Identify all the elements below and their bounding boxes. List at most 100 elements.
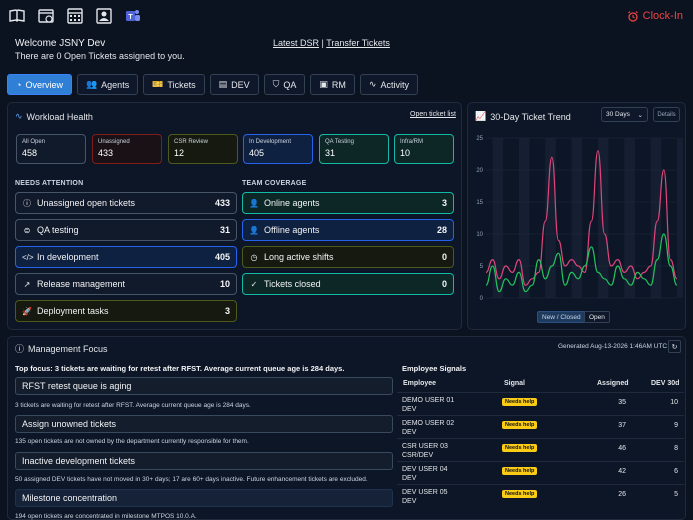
row-label: Offline agents: [264, 225, 320, 235]
kpi-infra-rm[interactable]: Infra/RM 10: [394, 134, 454, 164]
toggle-new-closed[interactable]: New / Closed: [537, 311, 586, 323]
y-tick-label: 10: [476, 232, 483, 238]
trend-chart: 0 5 10 15 20 25: [476, 136, 683, 302]
table-row[interactable]: DEV USER 04 DEV Needs help 42 6: [397, 461, 684, 484]
range-select[interactable]: 30 Days ⌄: [601, 107, 648, 122]
contact-card-icon[interactable]: [95, 7, 113, 25]
attention-in-development[interactable]: </> In development 405: [15, 246, 237, 268]
row-value: 0: [441, 252, 447, 262]
assigned-count: 42: [618, 468, 626, 475]
focus-desc: 194 open tickets are concentrated in mil…: [15, 513, 197, 520]
focus-desc: 50 assigned DEV tickets have not moved i…: [15, 476, 368, 483]
tab-rm[interactable]: ▣ RM: [310, 74, 355, 95]
employee-dept: DEV: [402, 406, 417, 413]
row-value: 3: [224, 306, 230, 316]
kpi-label: CSR Review: [174, 139, 209, 145]
employee-cell: DEMO USER 01 DEV: [402, 396, 454, 414]
kpi-value: 31: [325, 148, 336, 158]
coverage-tickets-closed[interactable]: ✓ Tickets closed 0: [242, 273, 454, 295]
table-row[interactable]: DEMO USER 02 DEV Needs help 37 9: [397, 415, 684, 438]
clock-in-label: Clock-In: [642, 10, 683, 22]
kpi-qa-testing[interactable]: QA Testing 31: [319, 134, 389, 164]
table-row[interactable]: CSR USER 03 CSR/DEV Needs help 46 8: [397, 438, 684, 461]
focus-item-inactive[interactable]: Inactive development tickets: [15, 452, 393, 470]
rocket-icon: 🚀: [22, 306, 32, 316]
check-circle-icon: ✓: [250, 279, 258, 289]
focus-item-rfst[interactable]: RFST retest queue is aging: [15, 377, 393, 395]
coverage-online-agents[interactable]: 👤 Online agents 3: [242, 192, 454, 214]
tab-dev[interactable]: ▤ DEV: [209, 74, 259, 95]
tab-label: Agents: [101, 79, 130, 90]
info-icon: ⓘ: [23, 198, 31, 208]
employee-cell: CSR USER 03 CSR/DEV: [402, 442, 448, 460]
focus-item-milestone[interactable]: Milestone concentration: [15, 489, 393, 507]
attention-release-management[interactable]: ↗ Release management 10: [15, 273, 237, 295]
attention-unassigned[interactable]: ⓘ Unassigned open tickets 433: [15, 192, 237, 214]
calendar-user-icon[interactable]: [37, 7, 55, 25]
details-button[interactable]: Details: [653, 107, 680, 122]
dev-30d-count: 10: [670, 399, 678, 406]
col-dev-30d: DEV 30d: [651, 380, 680, 387]
welcome-subtitle: There are 0 Open Tickets assigned to you…: [15, 51, 185, 61]
user-check-icon: 👤: [249, 198, 259, 208]
attention-deployment-tasks[interactable]: 🚀 Deployment tasks 3: [15, 300, 237, 322]
y-tick-label: 0: [480, 296, 484, 302]
row-value: 3: [441, 198, 447, 208]
kpi-label: All Open: [22, 139, 46, 145]
dev-30d-count: 5: [674, 491, 678, 498]
row-value: 10: [219, 279, 230, 289]
clock-icon: ◷: [250, 252, 258, 262]
latest-dsr-link[interactable]: Latest DSR: [273, 38, 320, 48]
tab-label: Overview: [25, 79, 63, 90]
kpi-label: In Development: [249, 139, 292, 145]
employee-name: DEV USER 04: [402, 466, 448, 473]
alarm-clock-icon: [627, 11, 638, 22]
tab-agents[interactable]: 👥 Agents: [76, 74, 139, 95]
clock-in-button[interactable]: Clock-In: [627, 10, 683, 22]
kpi-label: Infra/RM: [400, 139, 424, 145]
series-line-1: [485, 233, 678, 293]
refresh-button[interactable]: ↻: [668, 340, 681, 353]
kpi-all-open[interactable]: All Open 458: [16, 134, 86, 164]
book-icon[interactable]: [8, 7, 26, 25]
kpi-csr-review[interactable]: CSR Review 12: [168, 134, 238, 164]
row-value: 405: [214, 252, 230, 262]
transfer-tickets-link[interactable]: Transfer Tickets: [326, 38, 390, 48]
trend-title-text: 30-Day Ticket Trend: [490, 111, 571, 122]
table-row[interactable]: DEMO USER 01 DEV Needs help 35 10: [397, 392, 684, 415]
attention-qa-testing[interactable]: ⊜ QA testing 31: [15, 219, 237, 241]
users-icon: 👥: [85, 79, 98, 89]
y-tick-label: 5: [480, 264, 484, 270]
tab-label: Activity: [380, 79, 409, 90]
kpi-unassigned[interactable]: Unassigned 433: [92, 134, 162, 164]
chart-band: [492, 138, 504, 298]
tab-label: RM: [331, 79, 346, 90]
top-focus-text: Top focus: 3 tickets are waiting for ret…: [15, 364, 345, 373]
employee-cell: DEV USER 04 DEV: [402, 465, 448, 483]
tab-tickets[interactable]: 🎫 Tickets: [143, 74, 205, 95]
coverage-offline-agents[interactable]: 👤 Offline agents 28: [242, 219, 454, 241]
tab-activity[interactable]: ∿ Activity: [359, 74, 418, 95]
coverage-long-active-shifts[interactable]: ◷ Long active shifts 0: [242, 246, 454, 268]
qa-icon: ⊜: [23, 225, 31, 235]
teams-icon[interactable]: T: [124, 7, 142, 25]
row-label: QA testing: [37, 225, 79, 235]
ticket-trend-title: 📈 30-Day Ticket Trend: [475, 111, 571, 122]
top-bar: T Clock-In: [0, 0, 693, 32]
open-ticket-list-link[interactable]: Open ticket list: [410, 111, 456, 118]
range-select-value: 30 Days: [606, 111, 630, 118]
tab-qa[interactable]: ⛉ QA: [263, 74, 306, 95]
chevron-down-icon: ⌄: [637, 111, 643, 119]
calendar-grid-icon[interactable]: [66, 7, 84, 25]
tab-label: QA: [283, 79, 297, 90]
kpi-in-development[interactable]: In Development 405: [243, 134, 313, 164]
code-icon: </>: [22, 252, 34, 262]
employee-name: CSR USER 03: [402, 443, 448, 450]
signal-badge: Needs help: [502, 490, 538, 498]
tab-overview[interactable]: ◔ Overview: [7, 74, 72, 95]
row-value: 28: [436, 225, 447, 235]
focus-item-assign[interactable]: Assign unowned tickets: [15, 415, 393, 433]
chart-band: [518, 138, 530, 298]
table-row[interactable]: DEV USER 05 DEV Needs help 26 5: [397, 484, 684, 507]
toggle-open[interactable]: Open: [584, 311, 610, 323]
